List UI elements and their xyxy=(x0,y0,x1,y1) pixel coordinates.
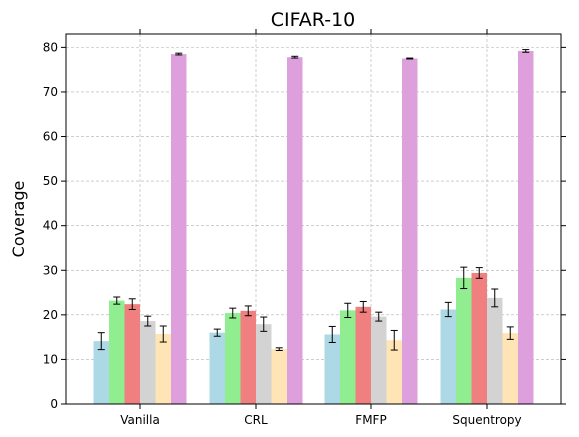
y-axis-label: Coverage xyxy=(9,181,28,258)
bar xyxy=(287,57,303,404)
bar xyxy=(271,349,287,404)
y-tick-label: 30 xyxy=(43,263,58,277)
bar xyxy=(256,324,272,404)
bar xyxy=(240,310,256,404)
error-bars-group xyxy=(97,49,530,352)
y-tick-label: 50 xyxy=(43,174,58,188)
bars-group xyxy=(93,50,534,405)
bar xyxy=(402,58,418,405)
y-tick-label: 70 xyxy=(43,85,58,99)
y-tick-label: 20 xyxy=(43,308,58,322)
bar xyxy=(109,300,125,404)
bar xyxy=(386,340,402,404)
bar xyxy=(171,54,187,404)
y-tick-label: 80 xyxy=(43,40,58,54)
y-tick-label: 40 xyxy=(43,219,58,233)
plot-frame xyxy=(65,33,562,405)
bar xyxy=(355,306,371,404)
bar xyxy=(456,277,472,404)
bar xyxy=(471,272,487,404)
bar xyxy=(371,316,387,404)
bar xyxy=(93,341,109,404)
axis-ticks: 0 10 20 30 40 50 60 70 80 Vanilla CRL FMFP Squentrop… xyxy=(43,29,566,427)
y-tick-label: 10 xyxy=(43,352,58,366)
bar xyxy=(340,310,356,404)
x-tick-label: Vanilla xyxy=(120,413,160,427)
y-tick-label: 60 xyxy=(43,130,58,144)
x-tick-label: CRL xyxy=(244,413,268,427)
bar xyxy=(209,332,225,404)
chart-title: CIFAR-10 xyxy=(271,9,356,31)
bar xyxy=(225,313,241,404)
bar xyxy=(502,333,518,404)
bar xyxy=(124,304,140,404)
bar xyxy=(487,297,503,404)
y-tick-label: 0 xyxy=(50,397,58,411)
bar xyxy=(155,334,171,404)
bar xyxy=(440,309,456,404)
x-tick-label: Squentropy xyxy=(452,413,521,427)
bar xyxy=(518,50,534,404)
x-tick-label: FMFP xyxy=(355,413,386,427)
bar xyxy=(324,334,340,404)
bar xyxy=(140,321,156,404)
